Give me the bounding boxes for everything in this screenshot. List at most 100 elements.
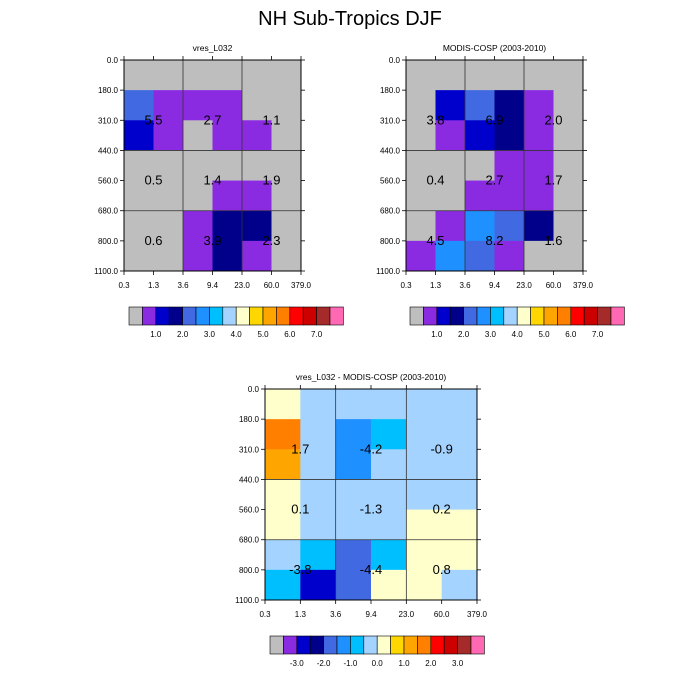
colorbar-label: 7.0 [311,330,323,339]
colorbar-label: 1.0 [150,330,162,339]
block-value-label: 1.7 [291,441,309,456]
block-value-label: 0.6 [144,233,162,248]
heatmap-cell [441,389,478,420]
colorbar-swatch [329,306,344,326]
heatmap-cell [524,240,554,272]
heatmap-cell [265,539,301,571]
y-tick-label: 0.0 [107,56,119,65]
colorbar-swatch [276,306,291,326]
heatmap-cell [300,449,337,480]
heatmap-cell [441,419,478,450]
x-tick-label: 3.6 [330,610,342,619]
heatmap-cell [242,120,272,151]
colorbar-swatch [262,306,277,326]
y-tick-label: 310.0 [98,116,119,125]
heatmap-cell [406,479,443,511]
colorbar-swatch [168,306,183,326]
heatmap-cell [524,210,554,242]
x-tick-label: 1.3 [148,281,160,290]
heatmap-cell [335,419,372,450]
colorbar-swatch [409,306,424,326]
x-tick-label: 1.3 [430,281,442,290]
heatmap-cell [265,389,301,420]
colorbar-label: 3.0 [485,330,497,339]
colorbar-swatch [490,306,505,326]
heatmap-cell [371,479,407,511]
colorbar-swatch [463,306,478,326]
heatmap-cell [465,210,495,242]
heatmap-cell [153,150,184,182]
heatmap-cell [300,569,337,601]
block-value-label: 1.1 [262,112,280,127]
heatmap-cell [435,60,466,91]
y-tick-label: 800.0 [239,566,260,575]
x-tick-label: 0.3 [118,281,130,290]
block-value-label: 2.7 [203,112,221,127]
heatmap-cell [435,180,466,212]
colorbar-label: 4.0 [231,330,243,339]
colorbar-swatch [316,306,331,326]
heatmap-cell [265,479,301,511]
x-tick-label: 379.0 [573,281,594,290]
colorbar-label: 1.0 [431,330,443,339]
x-tick-label: 3.6 [177,281,189,290]
heatmap-cell [153,210,184,242]
heatmap-cell [524,120,554,151]
x-tick-label: 23.0 [516,281,532,290]
heatmap-cell [212,240,243,272]
block-value-label: 8.2 [485,233,503,248]
heatmap-cell [553,180,584,212]
block-value-label: 5.5 [144,112,162,127]
y-tick-label: 1100.0 [376,267,400,276]
heatmap-cell [553,240,584,272]
heatmap-cell [441,479,478,511]
heatmap-cell [553,150,584,182]
heatmap-cell [124,240,154,272]
heatmap-cell [524,180,554,212]
colorbar-label: 2.0 [177,330,189,339]
heatmap-cell [406,389,443,420]
y-tick-label: 180.0 [98,86,119,95]
heatmap-cell [212,180,243,212]
heatmap-cell [242,210,272,242]
block-value-label: 2.3 [262,233,280,248]
heatmap-cell [335,569,372,601]
heatmap-cell [183,240,213,272]
colorbar-swatch [423,306,438,326]
heatmap-cell [271,90,302,121]
heatmap-cell [212,90,243,121]
heatmap-cell [124,120,154,151]
y-tick-label: 180.0 [380,86,401,95]
x-tick-label: 9.4 [207,281,219,290]
panel-title: vres_L032 [193,43,233,53]
heatmap-cell [406,120,436,151]
heatmap-cell [435,240,466,272]
colorbar-swatch [443,635,458,655]
block-value-label: 1.7 [544,173,562,188]
heatmap-cell [406,150,436,182]
colorbar-swatch [182,306,197,326]
heatmap-cell [153,120,184,151]
heatmap-cell [124,210,154,242]
heatmap-cell [271,150,302,182]
heatmap-cell [435,210,466,242]
heatmap-cell [300,509,337,541]
heatmap-cell [406,180,436,212]
heatmap-cell [242,90,272,121]
heatmap-cell [183,60,213,91]
colorbar-label: -3.0 [290,659,304,668]
block-value-label: 0.4 [426,173,444,188]
heatmap-cell [435,150,466,182]
heatmap-cell [494,180,525,212]
colorbar-label: 3.0 [452,659,464,668]
x-tick-label: 3.6 [459,281,471,290]
heatmap-cell [265,569,301,601]
block-value-label: 0.2 [433,502,451,517]
y-tick-label: 1100.0 [235,596,259,605]
y-tick-label: 440.0 [239,475,260,484]
colorbar-label: -2.0 [317,659,331,668]
heatmap-cell [524,90,554,121]
colorbar-swatch [449,306,464,326]
x-tick-label: 23.0 [234,281,250,290]
